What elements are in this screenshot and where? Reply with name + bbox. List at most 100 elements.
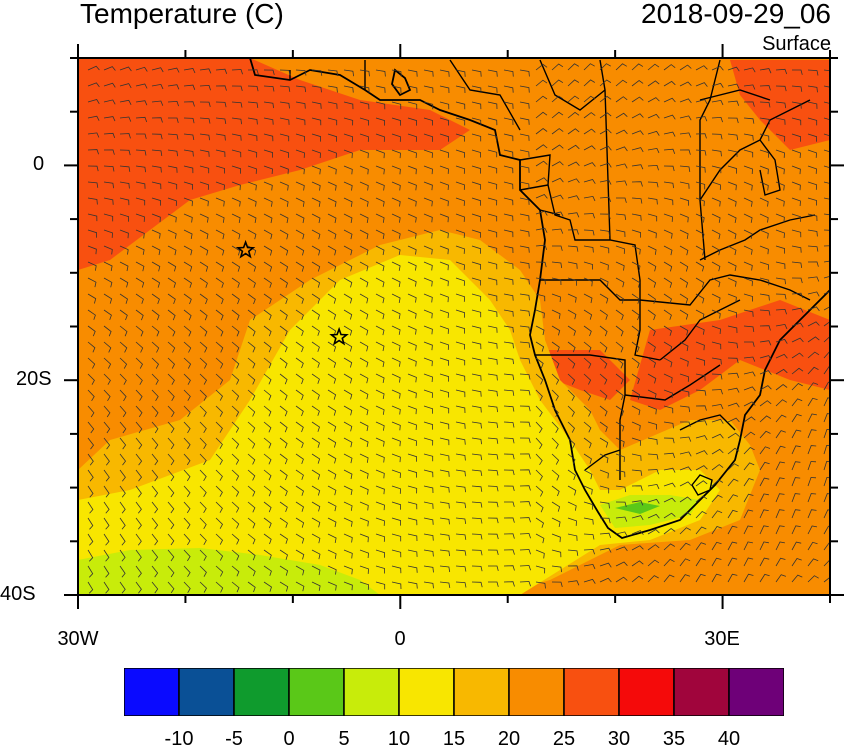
wind-barb xyxy=(167,165,178,173)
wind-barb xyxy=(183,261,193,272)
wind-barb xyxy=(439,197,449,207)
wind-barb xyxy=(151,517,159,530)
wind-barb xyxy=(407,357,417,367)
wind-barb xyxy=(279,389,288,401)
wind-barb xyxy=(471,389,482,397)
wind-barb xyxy=(759,509,769,519)
wind-barb xyxy=(727,432,740,439)
wind-barb xyxy=(375,357,385,368)
wind-barb xyxy=(487,501,499,508)
wind-barb xyxy=(519,133,530,141)
wind-barb xyxy=(167,437,175,450)
wind-barb xyxy=(823,181,830,184)
wind-barb xyxy=(631,405,641,416)
wind-barb xyxy=(87,565,94,578)
wind-barb xyxy=(647,453,659,460)
wind-barb xyxy=(199,565,207,577)
wind-barb xyxy=(119,309,128,321)
wind-barb xyxy=(583,501,594,510)
wind-barb xyxy=(599,501,610,509)
wind-barb xyxy=(199,68,212,74)
wind-barb xyxy=(231,277,240,288)
wind-barb xyxy=(599,341,608,353)
wind-barb xyxy=(743,245,753,255)
wind-barb xyxy=(791,307,804,313)
wind-barb xyxy=(583,563,596,570)
wind-barb xyxy=(487,325,498,333)
wind-barb xyxy=(599,95,612,103)
wind-barb xyxy=(407,149,417,159)
wind-barb xyxy=(615,180,628,186)
wind-barb xyxy=(359,309,369,320)
wind-barb xyxy=(791,493,801,503)
wind-barb xyxy=(471,469,483,476)
wind-barb xyxy=(503,517,515,523)
wind-barb xyxy=(455,517,467,524)
wind-barb xyxy=(167,277,176,288)
wind-barb xyxy=(727,494,739,503)
wind-barb xyxy=(343,117,354,126)
wind-barb xyxy=(727,357,739,364)
wind-barb xyxy=(567,469,576,481)
wind-barb xyxy=(743,462,755,471)
wind-barb xyxy=(823,117,830,121)
wind-barb xyxy=(535,581,546,589)
wind-barb xyxy=(471,325,482,334)
wind-barb xyxy=(471,421,482,429)
wind-barb xyxy=(439,245,449,255)
wind-barb xyxy=(535,389,543,401)
wind-barb xyxy=(455,309,466,318)
wind-barb xyxy=(151,117,163,123)
wind-barb xyxy=(327,453,337,464)
wind-barb xyxy=(551,565,562,573)
wind-barb xyxy=(599,196,612,203)
wind-barb xyxy=(343,245,353,256)
wind-barb xyxy=(551,228,564,234)
wind-barb xyxy=(519,357,531,364)
wind-barb xyxy=(263,341,272,353)
wind-barb xyxy=(183,165,194,174)
wind-barb xyxy=(583,195,596,202)
wind-barb xyxy=(743,431,756,439)
wind-barb xyxy=(487,149,498,158)
wind-barb xyxy=(599,129,612,135)
wind-barb xyxy=(503,389,515,396)
wind-barb xyxy=(535,405,543,418)
wind-barb xyxy=(551,309,561,319)
colorbar-swatch xyxy=(508,668,565,716)
wind-barb xyxy=(471,213,482,222)
wind-barb xyxy=(359,373,369,384)
wind-barb xyxy=(423,405,434,414)
wind-barb xyxy=(791,413,802,423)
wind-barb xyxy=(727,372,740,379)
wind-barb xyxy=(727,525,738,535)
wind-barb xyxy=(455,229,465,238)
wind-barb xyxy=(775,117,786,125)
colorbar-swatch xyxy=(233,668,290,716)
wind-barb xyxy=(135,549,142,562)
wind-barb xyxy=(455,373,466,382)
wind-barb xyxy=(455,69,466,77)
wind-barb xyxy=(503,309,514,317)
wind-barb xyxy=(775,383,788,391)
wind-barb xyxy=(791,133,802,142)
wind-barb xyxy=(775,493,785,503)
wind-barb xyxy=(439,373,450,382)
wind-barb xyxy=(583,261,593,270)
wind-barb xyxy=(439,69,450,77)
wind-barb xyxy=(775,557,786,567)
wind-barb xyxy=(631,261,641,272)
wind-barb xyxy=(759,370,772,375)
wind-barb xyxy=(327,149,337,159)
wind-barb xyxy=(231,517,240,529)
colorbar-label: 30 xyxy=(607,728,631,750)
wind-barb xyxy=(503,149,514,158)
wind-barb xyxy=(615,309,624,321)
wind-barb xyxy=(807,117,818,126)
wind-barb xyxy=(279,581,289,592)
wind-barb xyxy=(695,116,708,122)
wind-barb xyxy=(327,261,337,272)
wind-barb xyxy=(631,181,643,187)
wind-barb xyxy=(807,445,817,455)
wind-barb xyxy=(599,532,612,539)
